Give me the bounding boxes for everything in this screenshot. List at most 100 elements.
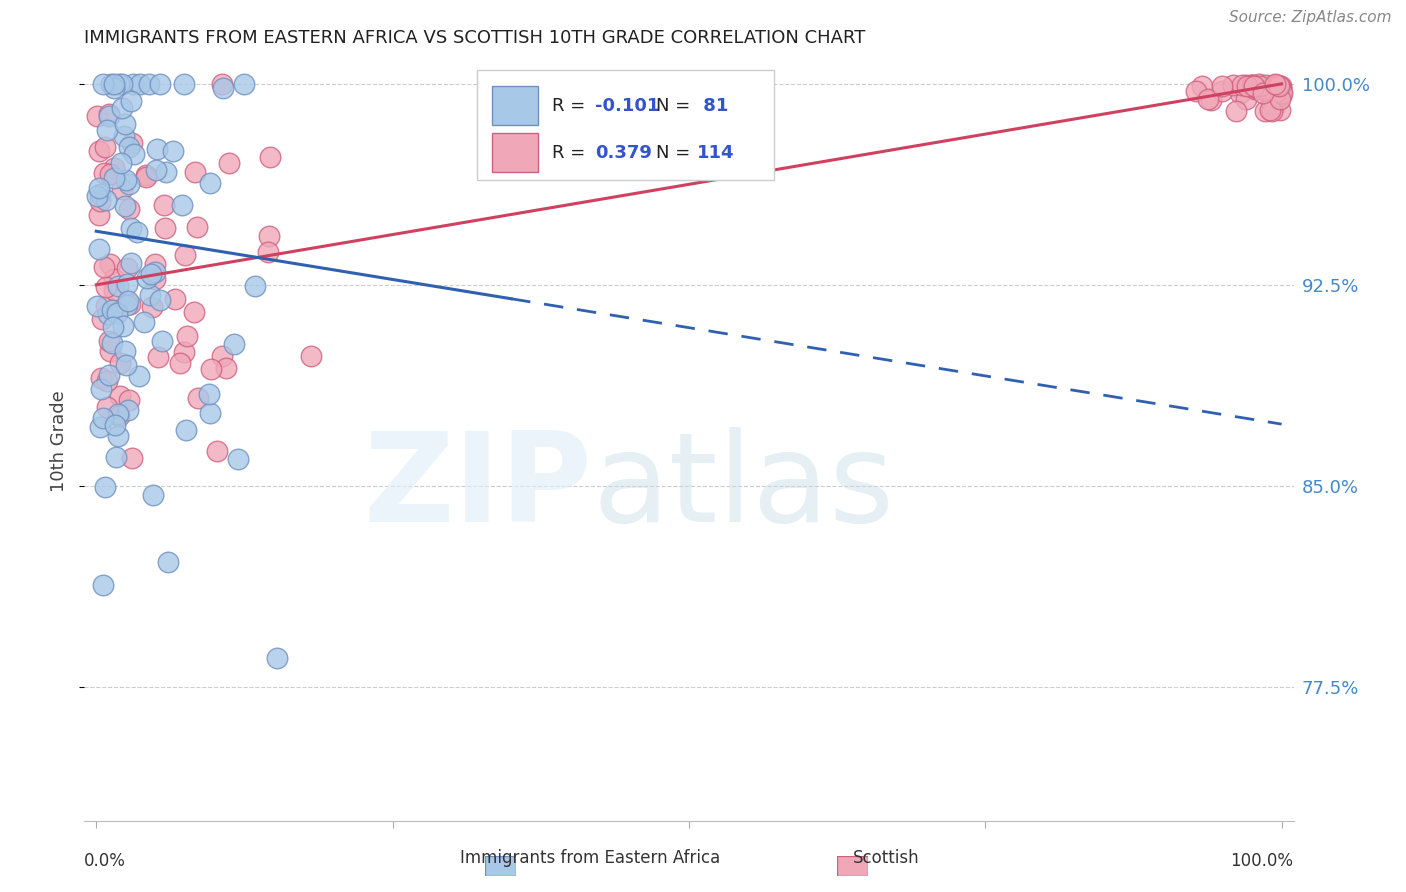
Text: -0.101: -0.101 [595,96,659,115]
Point [94,194,117,208]
Point [1264,78,1286,92]
Point [174,424,197,438]
Point [128,77,150,91]
Point [111,318,134,333]
Point [1237,78,1260,93]
Point [1243,82,1265,96]
Point [100,303,122,318]
Point [96,280,118,294]
Point [111,101,134,115]
Point [97,368,120,382]
Bar [492,86,538,126]
Point [149,293,172,307]
Point [96,123,118,137]
Point [187,391,209,405]
Point [98,334,121,349]
Point [162,144,184,158]
Point [1249,78,1271,92]
Point [1270,87,1292,101]
Point [186,220,208,235]
Point [107,279,129,293]
Point [90,371,112,385]
Point [117,293,139,308]
Point [141,300,163,314]
Text: Source: ZipAtlas.com: Source: ZipAtlas.com [1229,11,1392,25]
Point [87,144,110,158]
Point [135,168,157,182]
Point [1185,84,1208,98]
Point [143,265,166,279]
Point [1225,103,1247,118]
Point [1260,96,1282,111]
Point [117,403,139,417]
Point [86,299,108,313]
Point [103,80,125,95]
Point [155,164,177,178]
Text: IMMIGRANTS FROM EASTERN AFRICA VS SCOTTISH 10TH GRADE CORRELATION CHART: IMMIGRANTS FROM EASTERN AFRICA VS SCOTTI… [84,29,866,47]
Point [91,411,114,425]
Point [108,388,131,402]
Point [1261,78,1284,93]
Point [215,360,238,375]
Text: Scottish: Scottish [852,849,920,867]
Text: 81: 81 [697,96,728,115]
Point [120,256,142,270]
Point [1236,78,1258,93]
Point [93,166,115,180]
Point [110,156,132,170]
Point [1268,92,1291,106]
Point [114,343,136,358]
Point [1267,78,1289,93]
Point [132,315,155,329]
Point [1199,94,1222,108]
Point [139,288,162,302]
Point [97,307,120,321]
Point [103,161,125,175]
Point [101,320,124,334]
FancyBboxPatch shape [478,70,773,180]
Point [1246,81,1268,95]
Point [108,356,131,370]
Point [114,199,136,213]
Point [145,163,167,178]
Point [211,77,233,91]
Point [1222,78,1244,92]
Point [1240,78,1263,92]
Point [103,77,125,91]
Point [118,140,141,154]
Point [173,345,195,359]
Point [1211,79,1233,94]
Point [146,142,169,156]
Point [98,167,121,181]
Point [89,242,111,256]
Y-axis label: 10th Grade: 10th Grade [49,391,67,492]
Point [91,312,114,326]
Point [218,156,240,170]
Point [1260,94,1282,108]
Point [1264,78,1286,92]
Point [115,277,138,291]
Point [243,279,266,293]
Point [1270,88,1292,103]
Point [97,107,120,121]
Text: N =: N = [657,144,690,161]
Point [200,362,222,376]
Point [94,299,117,313]
Point [96,400,118,414]
Point [198,176,221,190]
Point [118,296,141,310]
Point [1268,78,1291,93]
Point [1263,82,1285,96]
Point [89,419,111,434]
Point [103,283,125,297]
Point [174,247,197,261]
Point [89,208,111,222]
Point [107,407,129,421]
Point [1260,103,1282,118]
Text: 0.379: 0.379 [595,144,651,161]
Point [118,202,141,216]
Point [1256,83,1278,97]
Text: Immigrants from Eastern Africa: Immigrants from Eastern Africa [460,849,721,867]
Text: R =: R = [553,96,585,115]
Point [89,194,111,209]
